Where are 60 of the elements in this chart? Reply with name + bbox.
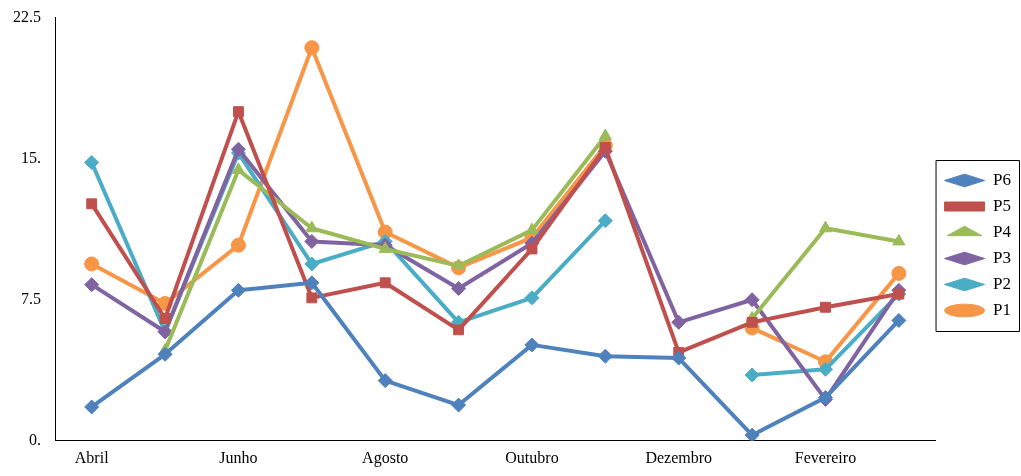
point — [304, 275, 320, 291]
point — [671, 314, 687, 330]
point — [231, 162, 246, 174]
point — [453, 324, 465, 336]
point — [157, 346, 173, 362]
point — [744, 292, 760, 308]
point — [86, 198, 98, 210]
legend-label: P3 — [993, 247, 1012, 267]
point — [451, 397, 467, 413]
point — [597, 213, 613, 229]
point — [526, 243, 538, 255]
point — [892, 233, 906, 246]
y-tick-label: 7.5 — [21, 289, 41, 307]
point — [744, 367, 760, 383]
point — [818, 220, 833, 233]
point — [671, 350, 687, 366]
x-tick-label: Abril — [74, 448, 110, 466]
point — [378, 241, 392, 253]
y-tick-label: 15. — [21, 148, 41, 166]
point — [304, 233, 320, 249]
point — [377, 373, 393, 389]
point — [451, 280, 467, 296]
point — [305, 220, 319, 233]
point — [524, 290, 540, 306]
point — [817, 361, 833, 377]
x-tick-label: Junho — [219, 448, 258, 466]
x-tick-label: Fevereiro — [794, 448, 857, 466]
legend-label: P5 — [993, 195, 1012, 215]
legend-label: P1 — [993, 299, 1012, 319]
point — [891, 265, 907, 281]
y-tick-label: 22.5 — [13, 7, 41, 25]
point — [230, 141, 246, 157]
point — [304, 40, 320, 56]
point — [230, 237, 246, 253]
point — [306, 292, 318, 304]
point — [84, 277, 100, 293]
x-tick-label: Outubro — [505, 448, 559, 466]
point — [84, 154, 100, 170]
point — [230, 282, 246, 298]
point — [304, 256, 320, 272]
point — [233, 106, 244, 118]
point — [84, 256, 100, 272]
point — [891, 312, 907, 328]
point — [820, 301, 831, 313]
point — [379, 277, 391, 289]
point — [598, 128, 612, 141]
x-tick-label: Agosto — [362, 448, 409, 467]
point — [524, 337, 540, 353]
point — [452, 258, 466, 270]
legend-label: P4 — [993, 221, 1012, 241]
point — [746, 316, 758, 328]
point — [597, 348, 613, 364]
x-tick-label: Dezembro — [645, 448, 713, 466]
y-tick-label: 0. — [29, 431, 41, 448]
point — [84, 399, 100, 415]
point — [525, 222, 539, 235]
legend-label: P6 — [993, 169, 1012, 189]
point — [744, 427, 760, 441]
point — [159, 313, 171, 324]
legend-label: P2 — [993, 273, 1012, 293]
